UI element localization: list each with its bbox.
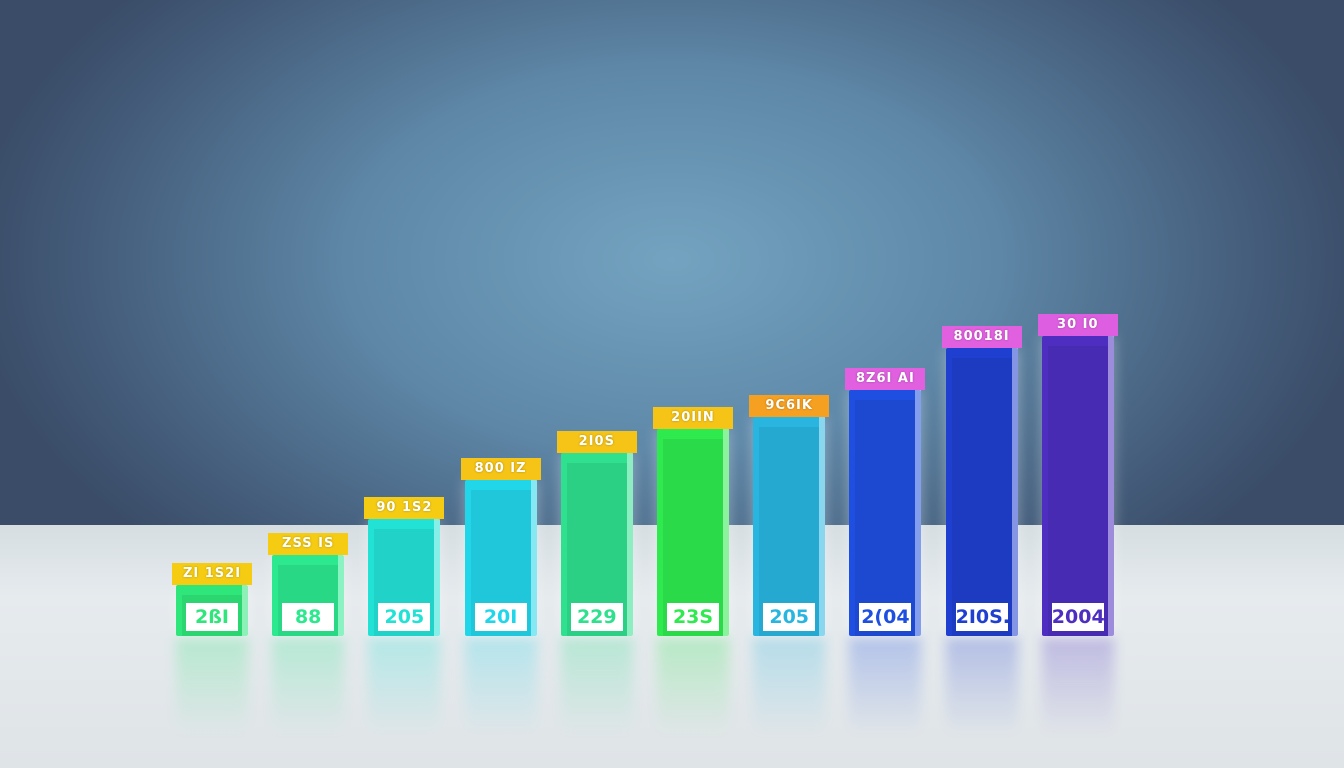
bar-bottom-label: 2(04 [859, 603, 912, 631]
bar-reflection [657, 636, 729, 736]
bar-top-label: 90 1S2 [364, 497, 445, 519]
bar-front-face [951, 358, 1012, 636]
bar-front-face [855, 400, 916, 636]
bar-top-label: 800 IZ [460, 458, 541, 480]
bar-bottom-label: 2004 [1051, 603, 1105, 631]
bar-side-face [338, 555, 345, 636]
bar-top-label: 9C6IK [749, 395, 830, 417]
bar-bottom-label: 20I [474, 603, 527, 631]
bar-top-label: ZI 1S2I [172, 563, 252, 585]
bar-side-face [915, 390, 922, 636]
bar-side-face [434, 519, 441, 636]
bar-bottom-label: 88 [282, 603, 335, 631]
bar [1041, 336, 1114, 636]
bar-reflection [1041, 636, 1114, 736]
bar-reflection [368, 636, 441, 736]
bar-top-label: 30 I0 [1037, 314, 1118, 336]
bar-side-face [819, 417, 826, 636]
bar-top-label: ZSS IS [268, 533, 349, 555]
bar-reflection [176, 636, 248, 736]
bar-bottom-label: 205 [763, 603, 816, 631]
bar-reflection [560, 636, 633, 736]
bar-side-face [1011, 348, 1018, 636]
bar-side-face [723, 429, 729, 636]
bar-side-face [626, 453, 633, 636]
bar-bottom-label: 229 [570, 603, 623, 631]
bar-reflection [753, 636, 826, 736]
bar-reflection [849, 636, 922, 736]
bar [849, 390, 922, 636]
bar-top-label: 2I0S [556, 431, 637, 453]
bar-side-face [1107, 336, 1114, 636]
bar [753, 417, 826, 636]
bar-reflection [945, 636, 1018, 736]
bar-bottom-label: 2I0S. [955, 603, 1010, 631]
bar-top-label: 8Z6I AI [845, 368, 926, 390]
bar [945, 348, 1018, 636]
bar-front-face [759, 427, 820, 636]
bar-side-face [242, 585, 248, 636]
bar-top-label: 80018I [941, 326, 1022, 348]
bar-bottom-label: 23S [667, 603, 719, 631]
bar-front-face [1047, 346, 1108, 636]
bar-reflection [272, 636, 345, 736]
bar-bottom-label: 205 [378, 603, 431, 631]
bar-side-face [530, 480, 537, 636]
bar-top-label: 20IIN [653, 407, 733, 429]
bar-bottom-label: 2ßI [186, 603, 238, 631]
bar-reflection [464, 636, 537, 736]
